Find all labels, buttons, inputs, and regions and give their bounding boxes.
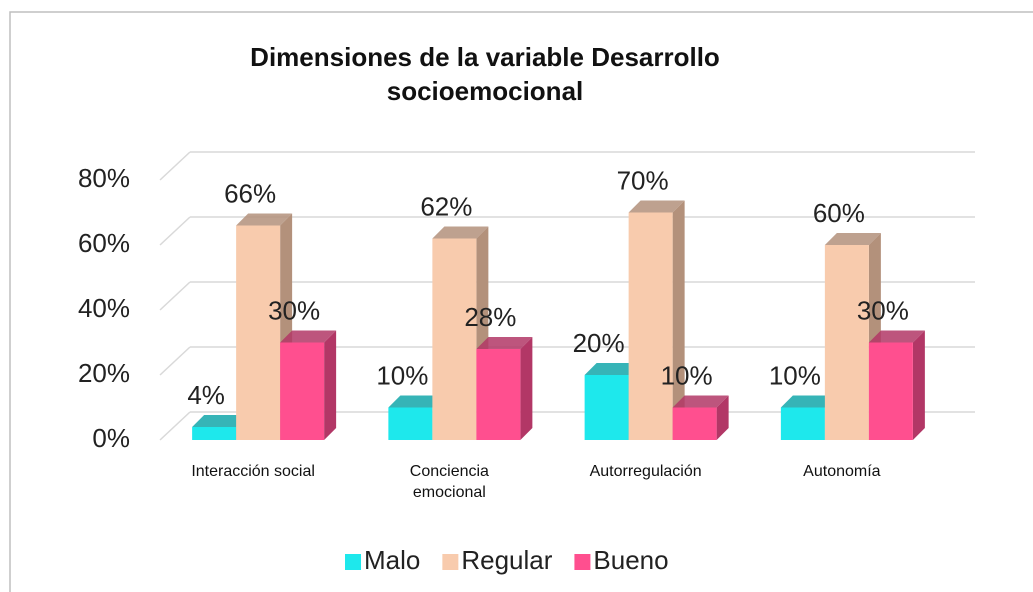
x-tick-label: Autonomía [803,463,881,480]
data-label: 62% [420,191,472,221]
legend-swatch [574,554,591,570]
data-label: 30% [857,295,909,325]
bar-top [824,233,881,245]
bar-top [584,363,641,375]
grid-side-line [159,281,191,311]
data-label: 10% [376,360,428,390]
grid-side-line [159,216,191,246]
data-label: 20% [573,328,625,358]
bar-top [628,200,685,213]
data-label: 4% [187,380,225,410]
data-label: 28% [464,302,516,332]
legend-swatch [442,554,459,570]
data-label: 10% [661,360,713,390]
legend-label: Regular [461,545,552,575]
chart-border [9,11,1033,592]
bar [824,245,869,440]
bar-top [236,213,293,226]
bar-side [672,200,685,440]
data-label: 10% [769,360,821,390]
bar-side [912,330,925,440]
bar-side [520,337,533,440]
data-label: 66% [224,178,276,208]
bar-top [868,330,925,343]
bar [672,407,717,440]
x-tick-label: Conciencia emocional [409,463,489,501]
bar-top [432,226,489,239]
bar-top [780,395,837,408]
bar [584,375,629,440]
y-tick-label: 60% [78,228,130,258]
y-tick-label: 40% [78,293,130,323]
bar [280,342,325,440]
x-tick-label: Autorregulación [589,463,702,480]
bar-top [476,337,533,349]
data-label: 30% [268,295,320,325]
legend-label: Bueno [593,545,668,575]
legend-swatch [345,554,361,570]
bar-top [280,330,337,343]
bar [628,212,673,440]
bar-top [672,395,729,408]
bar-side [716,395,729,440]
bar-top [192,415,249,427]
bar [192,427,237,440]
grid-side-line [159,411,191,441]
bar [388,407,433,440]
y-tick-label: 80% [78,163,130,193]
y-tick-label: 0% [92,423,130,453]
data-label: 70% [617,165,669,195]
bar [236,225,281,440]
bar [780,407,825,440]
bar [432,238,477,440]
data-label: 60% [813,198,865,228]
grid-side-line [159,151,191,181]
bar [476,349,521,440]
bar-top [388,395,445,408]
grid-side-line [159,346,191,376]
y-tick-label: 20% [78,358,130,388]
bar-side [324,330,337,440]
chart-title: Dimensiones de la variable Desarrollo so… [250,42,720,106]
x-tick-label: Interacción social [191,463,315,480]
bar [868,342,913,440]
legend-label: Malo [364,545,420,575]
